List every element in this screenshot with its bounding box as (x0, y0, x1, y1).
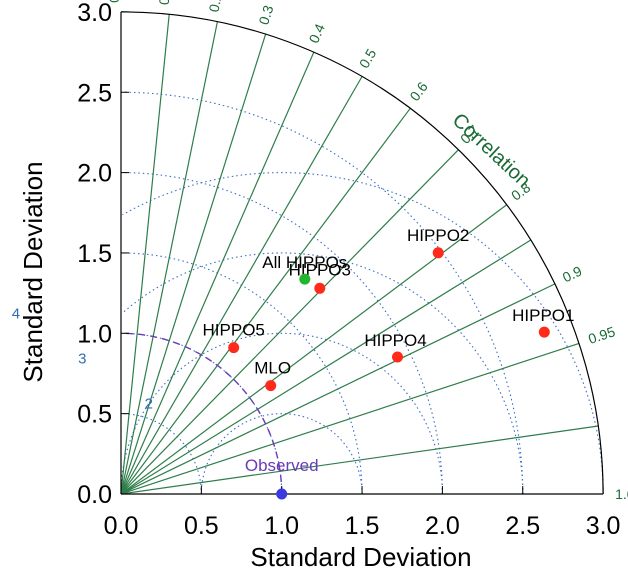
y-axis-title: Standard Deviation (18, 161, 48, 382)
correlation-ray (120, 149, 459, 495)
data-point (538, 326, 550, 338)
rms-label: 3 (78, 351, 86, 368)
std-arc (120, 252, 363, 495)
tick-labels: 0.0 0.5 1.0 1.5 2.0 2.5 3.00.00.51.01.52.02.53… (77, 0, 620, 540)
y-tick-label: 3.0 (77, 0, 112, 27)
y-tick-label: 1.5 (77, 240, 112, 268)
data-point (299, 273, 311, 285)
correlation-ray (120, 51, 315, 495)
data-point (432, 247, 444, 259)
correlation-ray (120, 76, 363, 495)
std-arc (120, 413, 202, 495)
x-tick-label: 2.5 (505, 512, 540, 540)
std-arc (120, 172, 443, 495)
correlation-tick-label: 0.95 (586, 323, 617, 347)
correlation-ray (120, 14, 170, 495)
correlation-tick-label: 0.9 (560, 263, 585, 286)
rms-arc (200, 413, 363, 494)
data-point (265, 380, 277, 392)
data-point-label: HIPPO2 (407, 226, 469, 245)
observed-point (276, 488, 288, 500)
correlation-tick-label: 0.5 (356, 46, 380, 71)
correlation-ray (120, 21, 219, 495)
correlation-ray (120, 425, 599, 495)
data-point (228, 342, 240, 354)
x-tick-label: 1.0 (264, 512, 299, 540)
rms-arc (122, 172, 604, 495)
outer-arc (120, 11, 604, 495)
x-tick-label: 3.0 (586, 512, 621, 540)
x-axis-title: Standard Deviation (250, 542, 471, 572)
y-tick-label: 2.0 (77, 160, 112, 188)
reference-arc (120, 332, 283, 495)
correlation-ray (120, 239, 532, 495)
correlation-ray (120, 283, 556, 495)
data-point-label: MLO (254, 359, 291, 378)
correlation-ray (120, 342, 580, 495)
x-tick-label: 2.0 (425, 512, 460, 540)
correlation-ray (120, 107, 411, 495)
correlation-tick-label: 0.6 (406, 79, 431, 104)
correlation-title: Correlation (448, 109, 535, 192)
data-point (314, 282, 326, 294)
data-point-label: HIPPO4 (364, 331, 426, 350)
std-arc (120, 91, 524, 495)
correlation-tick-label: 0.0 (106, 0, 122, 3)
correlation-tick-label: 0.2 (205, 0, 225, 13)
x-tick-label: 0.5 (184, 512, 219, 540)
data-point-label: All HIPPOs (262, 253, 347, 272)
correlation-ray (120, 33, 267, 495)
y-tick-label: 1.0 (77, 320, 112, 348)
data-point (392, 351, 403, 363)
grid-layer (120, 14, 604, 495)
x-tick-label: 0.0 (104, 512, 139, 540)
rms-label: 2 (145, 396, 153, 413)
data-point-label: HIPPO5 (203, 321, 265, 340)
y-tick-label: 0.5 (77, 401, 112, 429)
correlation-tick-label: 0.4 (305, 21, 328, 45)
correlation-ray (120, 204, 508, 495)
y-tick-label: 2.5 (77, 79, 112, 107)
y-tick-label: 0.0 (77, 481, 112, 509)
rms-arc (120, 332, 443, 494)
observed-label: Observed (245, 456, 319, 475)
correlation-tick-label: 1.0 (615, 486, 628, 502)
x-tick-label: 1.5 (345, 512, 380, 540)
axes-layer (120, 11, 604, 495)
correlation-tick-label: 0.3 (255, 3, 276, 27)
data-point-label: HIPPO1 (512, 306, 574, 325)
rms-label: 4 (12, 305, 20, 322)
correlation-tick-label: 0.1 (156, 0, 174, 6)
